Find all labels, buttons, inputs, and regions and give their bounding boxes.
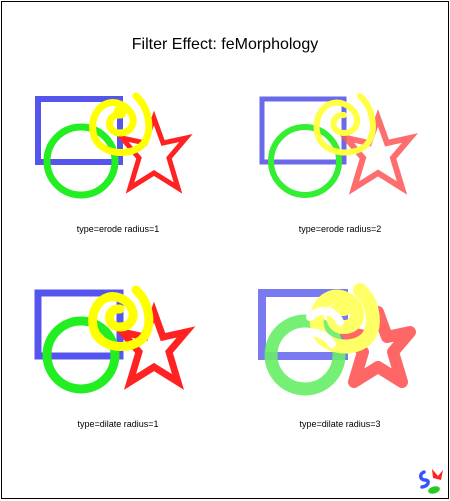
morphology-graphic xyxy=(259,93,419,198)
caption-dilate-1: type=dilate radius=1 xyxy=(77,419,159,429)
green-circle xyxy=(264,314,346,396)
red-star xyxy=(337,109,419,195)
panel-dilate-1 xyxy=(34,282,196,412)
morphology-graphic xyxy=(34,285,196,394)
yellow-spiral xyxy=(89,92,153,157)
dilate-highlight xyxy=(296,307,344,348)
yellow-spiral xyxy=(313,93,376,156)
caption-dilate-3: type=dilate radius=3 xyxy=(299,419,381,429)
yellow-spiral xyxy=(309,283,380,354)
morphology-graphic xyxy=(35,92,193,199)
svg-logo-icon xyxy=(416,466,446,496)
page-title: Filter Effect: feMorphology xyxy=(131,36,319,53)
panel-erode-1 xyxy=(35,88,196,218)
green-circle xyxy=(42,316,120,394)
panel-erode-2 xyxy=(259,88,420,218)
green-circle xyxy=(43,123,119,199)
caption-erode-1: type=erode radius=1 xyxy=(76,224,160,234)
yellow-spiral xyxy=(88,285,154,351)
red-star xyxy=(340,306,416,388)
panel-dilate-3 xyxy=(258,282,420,412)
red-star xyxy=(112,301,196,390)
morphology-graphic xyxy=(258,283,416,396)
caption-erode-2: type=erode radius=2 xyxy=(298,224,382,234)
red-star xyxy=(115,110,193,194)
green-circle xyxy=(268,124,342,198)
